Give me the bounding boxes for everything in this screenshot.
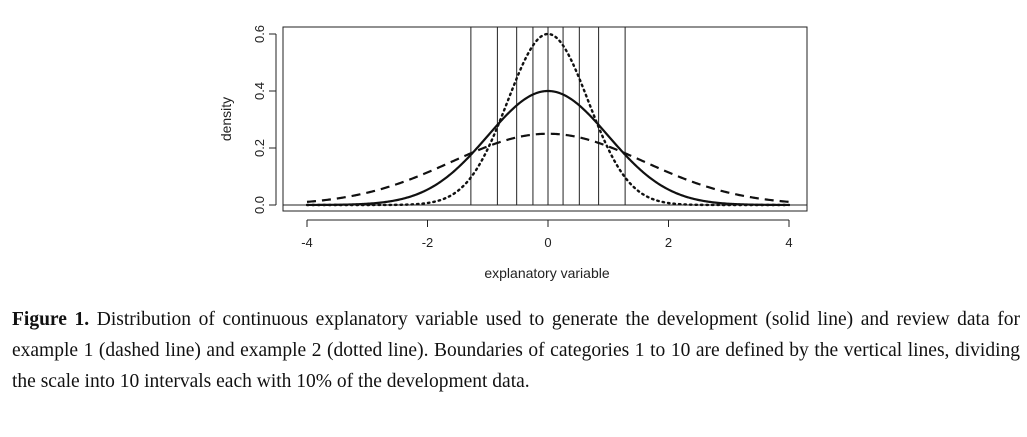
- density-curves: [305, 32, 791, 207]
- x-tick-label: 4: [785, 235, 792, 250]
- y-axis: 0.0 0.2 0.4 0.6: [252, 25, 277, 214]
- x-tick-label: -2: [422, 235, 434, 250]
- dotted-density-curve: [305, 32, 791, 207]
- y-tick-label: 0.0: [252, 196, 267, 214]
- solid-density-curve: [307, 89, 789, 207]
- x-tick-label: 0: [544, 235, 551, 250]
- figure-caption: Figure 1. Distribution of continuous exp…: [12, 304, 1020, 397]
- x-axis: -4 -2 0 2 4: [301, 219, 793, 250]
- x-tick-label: 2: [665, 235, 672, 250]
- x-axis-label: explanatory variable: [484, 265, 610, 281]
- plot-frame: [282, 26, 808, 212]
- category-boundary-lines: [470, 27, 626, 205]
- y-tick-label: 0.4: [252, 82, 267, 100]
- y-tick-label: 0.6: [252, 25, 267, 43]
- dashed-density-curve: [306, 132, 790, 203]
- figure-caption-label: Figure 1.: [12, 309, 90, 330]
- figure-caption-text: Distribution of continuous explanatory v…: [12, 309, 1020, 392]
- y-tick-label: 0.2: [252, 139, 267, 157]
- y-axis-label: density: [218, 97, 234, 141]
- density-chart: -4 -2 0 2 4 0.0 0.2 0.4 0.6 explanatory variabl…: [218, 25, 808, 281]
- x-tick-label: -4: [301, 235, 313, 250]
